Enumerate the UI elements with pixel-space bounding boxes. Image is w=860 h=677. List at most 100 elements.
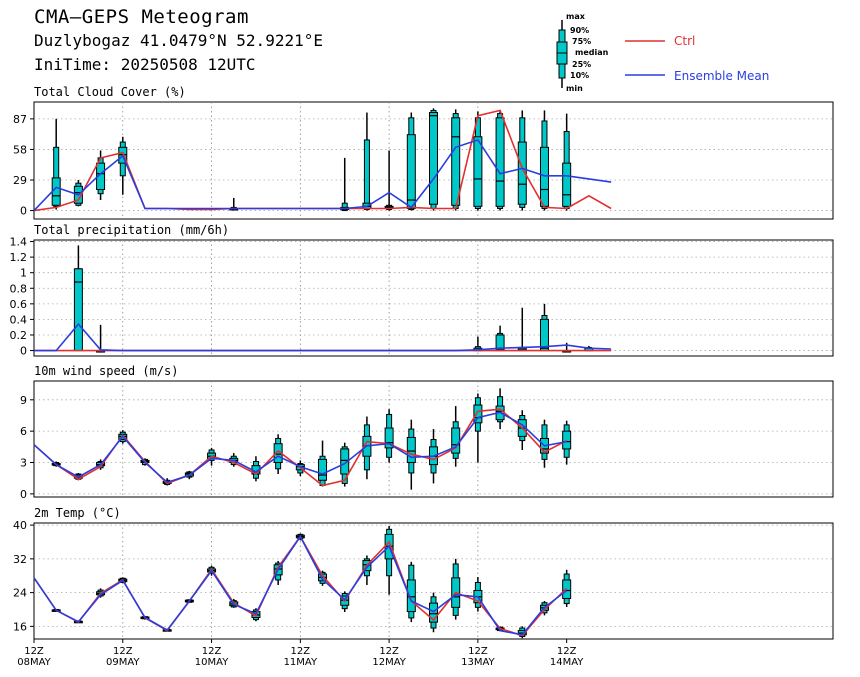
y-tick-label: 9 bbox=[20, 394, 27, 407]
box-10-90 bbox=[363, 139, 370, 211]
panel-title: Total Cloud Cover (%) bbox=[34, 85, 186, 99]
box-plot bbox=[384, 150, 394, 211]
box-plot bbox=[495, 325, 505, 352]
ensemble-mean-line bbox=[33, 138, 612, 212]
box-plot bbox=[51, 118, 61, 210]
box-25-75 bbox=[451, 117, 461, 206]
box-plot bbox=[318, 440, 328, 487]
box-plot bbox=[251, 456, 261, 482]
y-tick-label: 87 bbox=[13, 113, 27, 126]
box-plot bbox=[406, 112, 416, 211]
box-plot bbox=[362, 112, 372, 211]
panel-2 bbox=[30, 239, 834, 357]
box-25-75 bbox=[562, 430, 572, 450]
box-plot bbox=[429, 108, 438, 211]
legend-label: 75% bbox=[572, 37, 591, 46]
box-25-75 bbox=[562, 162, 572, 207]
x-tick-label-hour: 12Z bbox=[24, 646, 44, 657]
box-25-75 bbox=[318, 458, 328, 481]
chart-title: CMA—GEPS Meteogram bbox=[34, 6, 249, 28]
box-plot bbox=[406, 561, 416, 623]
y-tick-label: 0.2 bbox=[10, 329, 28, 342]
panel-frame bbox=[33, 239, 834, 357]
box-plot bbox=[451, 558, 461, 620]
box-plot bbox=[340, 157, 350, 212]
box-plot bbox=[96, 324, 106, 353]
box-25-75 bbox=[406, 436, 416, 464]
x-tick-label-hour: 12Z bbox=[468, 646, 488, 657]
box-25-75 bbox=[73, 268, 83, 352]
box-25-75 bbox=[517, 141, 527, 205]
box-25-75 bbox=[429, 112, 438, 205]
x-tick-label-date: 09MAY bbox=[106, 657, 140, 668]
box-25-75 bbox=[51, 177, 61, 206]
box-25-75 bbox=[340, 448, 350, 475]
box-plot bbox=[473, 393, 483, 463]
x-tick-label-hour: 12Z bbox=[202, 646, 222, 657]
legend-label: median bbox=[575, 48, 609, 57]
box-plot bbox=[517, 307, 527, 352]
y-tick-label: 0 bbox=[20, 205, 27, 218]
ensemble-mean-line bbox=[33, 534, 568, 636]
panel-frame bbox=[33, 380, 834, 498]
y-tick-label: 40 bbox=[13, 519, 27, 532]
box-plot bbox=[473, 576, 483, 612]
y-tick-label: 32 bbox=[13, 553, 27, 566]
legend-label: 90% bbox=[570, 26, 589, 35]
y-tick-label: 16 bbox=[13, 620, 27, 633]
box-plot bbox=[451, 406, 461, 467]
legend-mean-label: Ensemble Mean bbox=[674, 69, 769, 83]
box-25-75 bbox=[429, 602, 438, 623]
box-plot bbox=[473, 111, 483, 211]
x-tick-label-date: 12MAY bbox=[372, 657, 406, 668]
box-25-75 bbox=[495, 117, 505, 207]
init-time-label: IniTime: 20250508 12UTC bbox=[34, 55, 256, 74]
panel-frame bbox=[33, 522, 834, 640]
y-tick-label: 58 bbox=[13, 143, 27, 156]
y-tick-label: 1.4 bbox=[10, 236, 28, 249]
box-25-75 bbox=[406, 134, 416, 209]
x-tick-label-date: 11MAY bbox=[284, 657, 318, 668]
legend-boxplot bbox=[556, 20, 568, 88]
box-25-75 bbox=[96, 162, 106, 190]
box-25-75 bbox=[539, 146, 549, 207]
legend-label: 10% bbox=[570, 71, 589, 80]
x-tick-label-hour: 12Z bbox=[557, 646, 577, 657]
box-plot bbox=[517, 110, 527, 211]
legend-label: max bbox=[566, 12, 586, 21]
panel-title: Total precipitation (mm/6h) bbox=[34, 223, 229, 237]
panel-title: 10m wind speed (m/s) bbox=[34, 364, 179, 378]
location-label: Duzlybogaz 41.0479°N 52.9221°E bbox=[34, 31, 323, 50]
box-plot bbox=[539, 303, 549, 352]
box-plot bbox=[495, 110, 505, 211]
box-plot bbox=[384, 525, 394, 595]
ensemble-mean-line bbox=[33, 411, 567, 484]
panel-3 bbox=[30, 380, 834, 498]
box-plot bbox=[473, 336, 483, 352]
box-25-75 bbox=[473, 404, 483, 424]
panel-1 bbox=[30, 101, 834, 220]
x-tick-label-date: 10MAY bbox=[195, 657, 229, 668]
box-25-75 bbox=[406, 579, 416, 613]
y-tick-label: 6 bbox=[20, 425, 27, 438]
panel-4 bbox=[30, 522, 834, 640]
box-plot bbox=[384, 409, 394, 463]
legend-label: min bbox=[566, 84, 583, 93]
x-tick-label-hour: 12Z bbox=[291, 646, 311, 657]
x-tick-label-hour: 12Z bbox=[379, 646, 399, 657]
y-tick-label: 1 bbox=[20, 267, 27, 280]
x-tick-label-date: 13MAY bbox=[461, 657, 495, 668]
box-plot bbox=[539, 110, 549, 211]
box-25-75 bbox=[473, 136, 483, 207]
y-tick-label: 0.4 bbox=[10, 313, 28, 326]
x-tick-label-date: 14MAY bbox=[550, 657, 584, 668]
box-25-75 bbox=[384, 427, 394, 449]
legend-ctrl-label: Ctrl bbox=[674, 34, 695, 48]
panel-title: 2m Temp (°C) bbox=[34, 506, 121, 520]
y-tick-label: 3 bbox=[20, 457, 27, 470]
panel-frame bbox=[33, 101, 834, 220]
box-plot bbox=[118, 136, 128, 195]
box-10-90 bbox=[341, 202, 348, 212]
y-tick-label: 0 bbox=[20, 488, 27, 501]
